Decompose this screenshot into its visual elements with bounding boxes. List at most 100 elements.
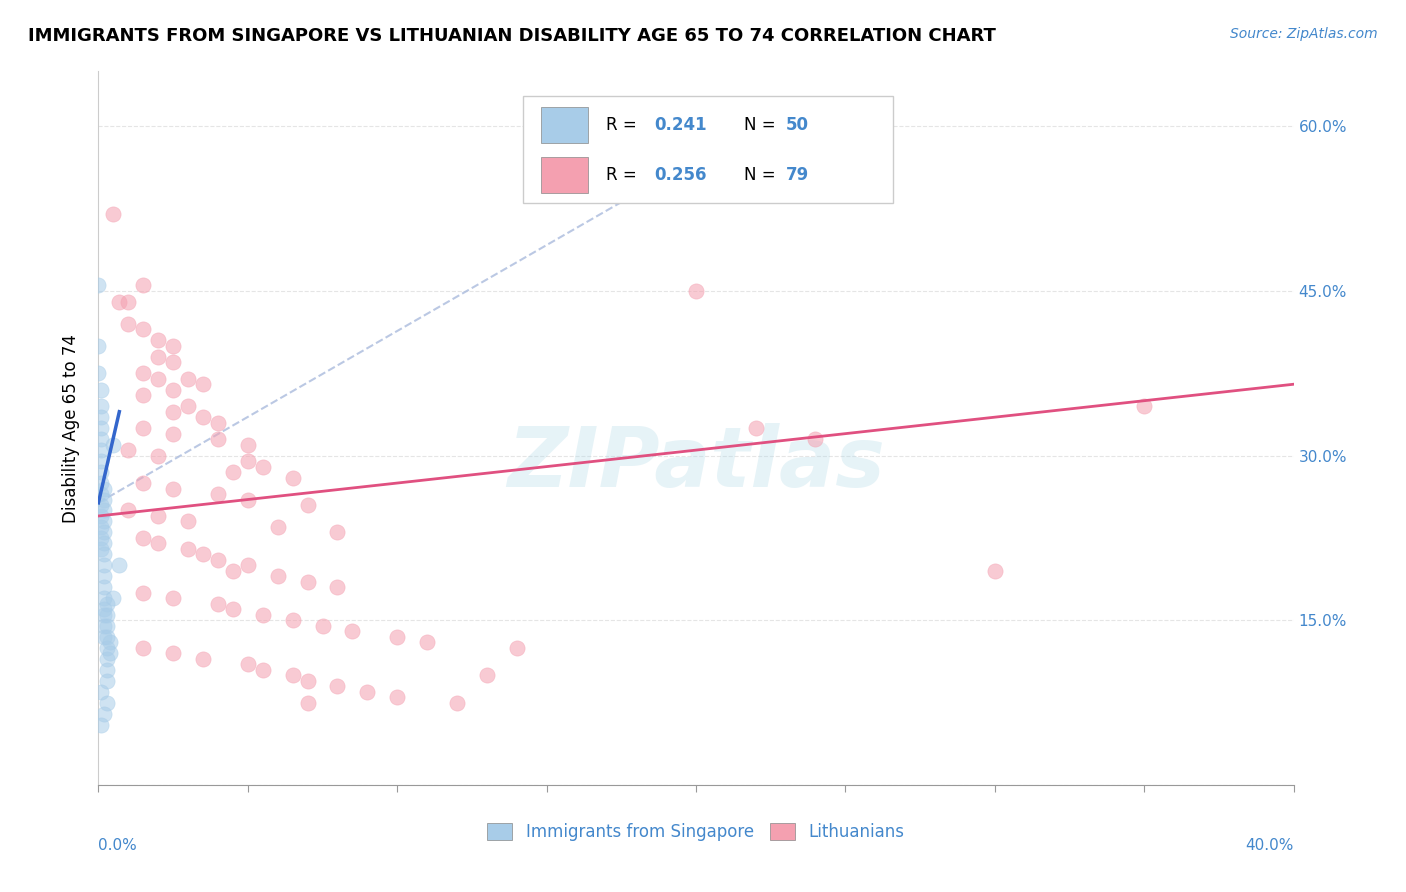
Point xyxy=(132,476,155,491)
Point xyxy=(93,569,115,583)
Point xyxy=(90,520,112,534)
Point xyxy=(297,696,319,710)
Point xyxy=(148,508,170,523)
Point xyxy=(385,630,409,644)
Point xyxy=(87,339,110,353)
Point xyxy=(685,284,707,298)
Point xyxy=(98,646,122,660)
Point xyxy=(132,388,155,402)
FancyBboxPatch shape xyxy=(541,157,589,193)
Point xyxy=(103,207,125,221)
Point xyxy=(93,591,115,606)
Point xyxy=(148,350,170,364)
Point xyxy=(132,531,155,545)
Point xyxy=(207,597,229,611)
Point xyxy=(236,454,259,468)
Point xyxy=(177,541,200,556)
Point xyxy=(162,383,184,397)
Point xyxy=(93,580,115,594)
Point xyxy=(297,498,319,512)
Point xyxy=(117,317,139,331)
Point xyxy=(475,668,498,682)
Point xyxy=(342,624,364,639)
Point xyxy=(252,607,274,622)
Point xyxy=(222,602,245,616)
Point xyxy=(281,668,304,682)
Point xyxy=(252,663,274,677)
Point xyxy=(90,541,112,556)
Point xyxy=(177,515,200,529)
Point xyxy=(162,355,184,369)
Point xyxy=(90,383,112,397)
Point xyxy=(117,443,139,458)
Point xyxy=(87,278,110,293)
Text: 50: 50 xyxy=(786,116,808,134)
Text: 0.256: 0.256 xyxy=(654,166,707,184)
Point xyxy=(96,619,118,633)
Point xyxy=(222,465,245,479)
Point xyxy=(162,339,184,353)
Text: ZIPatlas: ZIPatlas xyxy=(508,424,884,504)
Point xyxy=(191,548,214,562)
Point xyxy=(103,437,125,451)
Point xyxy=(93,607,115,622)
Point xyxy=(108,294,131,309)
Point xyxy=(191,651,214,665)
Point xyxy=(93,515,115,529)
Point xyxy=(311,619,333,633)
Point xyxy=(267,569,290,583)
Point xyxy=(297,574,319,589)
Point xyxy=(96,597,118,611)
Point xyxy=(222,564,245,578)
Point xyxy=(148,334,170,348)
Point xyxy=(132,421,155,435)
Point xyxy=(93,482,115,496)
Point xyxy=(1133,399,1156,413)
Point xyxy=(103,591,125,606)
Text: 40.0%: 40.0% xyxy=(1246,838,1294,854)
Point xyxy=(90,421,112,435)
Point xyxy=(90,476,112,491)
Point xyxy=(93,558,115,573)
Point xyxy=(90,465,112,479)
Point xyxy=(117,503,139,517)
Point xyxy=(96,630,118,644)
Point xyxy=(745,421,768,435)
Point xyxy=(90,684,112,698)
Point xyxy=(90,498,112,512)
Point xyxy=(162,591,184,606)
Point xyxy=(191,377,214,392)
Point xyxy=(132,366,155,380)
Point xyxy=(297,673,319,688)
Text: R =: R = xyxy=(606,116,643,134)
Point xyxy=(236,558,259,573)
Legend: Immigrants from Singapore, Lithuanians: Immigrants from Singapore, Lithuanians xyxy=(481,816,911,848)
Text: N =: N = xyxy=(744,116,780,134)
Point xyxy=(90,399,112,413)
Point xyxy=(93,602,115,616)
Point xyxy=(385,690,409,705)
Text: 79: 79 xyxy=(786,166,808,184)
Point xyxy=(446,696,468,710)
Text: Source: ZipAtlas.com: Source: ZipAtlas.com xyxy=(1230,27,1378,41)
Point xyxy=(191,410,214,425)
Point xyxy=(148,449,170,463)
Point xyxy=(93,630,115,644)
Point xyxy=(132,278,155,293)
Point xyxy=(148,536,170,550)
Point xyxy=(93,706,115,721)
Text: R =: R = xyxy=(606,166,643,184)
Point xyxy=(207,487,229,501)
FancyBboxPatch shape xyxy=(541,107,589,143)
Point xyxy=(93,536,115,550)
Text: N =: N = xyxy=(744,166,780,184)
Point xyxy=(177,399,200,413)
Point xyxy=(90,717,112,731)
Point xyxy=(207,416,229,430)
Point xyxy=(281,613,304,627)
Point xyxy=(162,482,184,496)
Point xyxy=(87,366,110,380)
Point xyxy=(132,322,155,336)
Point xyxy=(267,520,290,534)
Point xyxy=(416,635,439,649)
